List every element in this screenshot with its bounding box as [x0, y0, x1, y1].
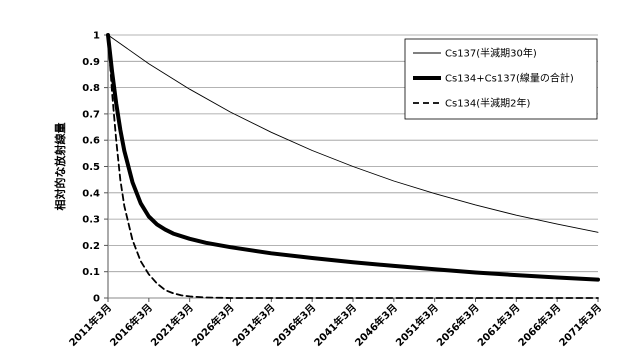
x-axis-ticks: 2011年3月2016年3月2021年3月2026年3月2031年3月2036年…	[66, 298, 604, 349]
legend-label-2: Cs134(半減期2年)	[445, 97, 531, 110]
x-tick-label: 2036年3月	[270, 301, 318, 349]
x-tick-label: 2011年3月	[66, 301, 114, 349]
x-tick-label: 2041年3月	[311, 301, 359, 349]
y-axis-label: 相対的な放射線量	[53, 123, 67, 211]
y-tick-label: 0.6	[82, 136, 100, 147]
legend-label-1: Cs134+Cs137(線量の合計)	[445, 72, 574, 85]
legend: Cs137(半減期30年) Cs134+Cs137(線量の合計) Cs134(半減期…	[404, 38, 598, 120]
legend-label-0: Cs137(半減期30年)	[445, 47, 537, 60]
series-line-2	[107, 34, 599, 299]
series-line-1	[106, 33, 600, 282]
y-tick-label: 0.5	[82, 162, 100, 173]
y-tick-label: 1	[93, 31, 100, 42]
x-tick-label: 2056年3月	[434, 301, 482, 349]
x-tick-label: 2016年3月	[107, 301, 155, 349]
series-lines	[106, 33, 600, 299]
y-tick-label: 0.7	[82, 109, 100, 120]
series-line-0	[107, 34, 599, 233]
y-axis-ticks: 0 0.1 0.2 0.3 0.4 0.5 0.6 0.7 0.8 0.9 1	[82, 31, 108, 305]
x-tick-label: 2021年3月	[148, 301, 196, 349]
y-tick-label: 0.2	[82, 241, 100, 252]
y-tick-label: 0.4	[82, 188, 100, 199]
y-tick-label: 0.3	[82, 215, 100, 226]
y-tick-label: 0.9	[82, 57, 100, 68]
y-tick-label: 0.8	[82, 83, 100, 94]
x-tick-label: 2066年3月	[515, 301, 563, 349]
x-tick-label: 2046年3月	[352, 301, 400, 349]
x-tick-label: 2071年3月	[556, 301, 604, 349]
x-tick-label: 2061年3月	[475, 301, 523, 349]
x-tick-label: 2026年3月	[189, 301, 237, 349]
y-tick-label: 0.1	[82, 267, 100, 278]
x-tick-label: 2051年3月	[393, 301, 441, 349]
y-tick-label: 0	[93, 294, 100, 305]
x-tick-label: 2031年3月	[230, 301, 278, 349]
